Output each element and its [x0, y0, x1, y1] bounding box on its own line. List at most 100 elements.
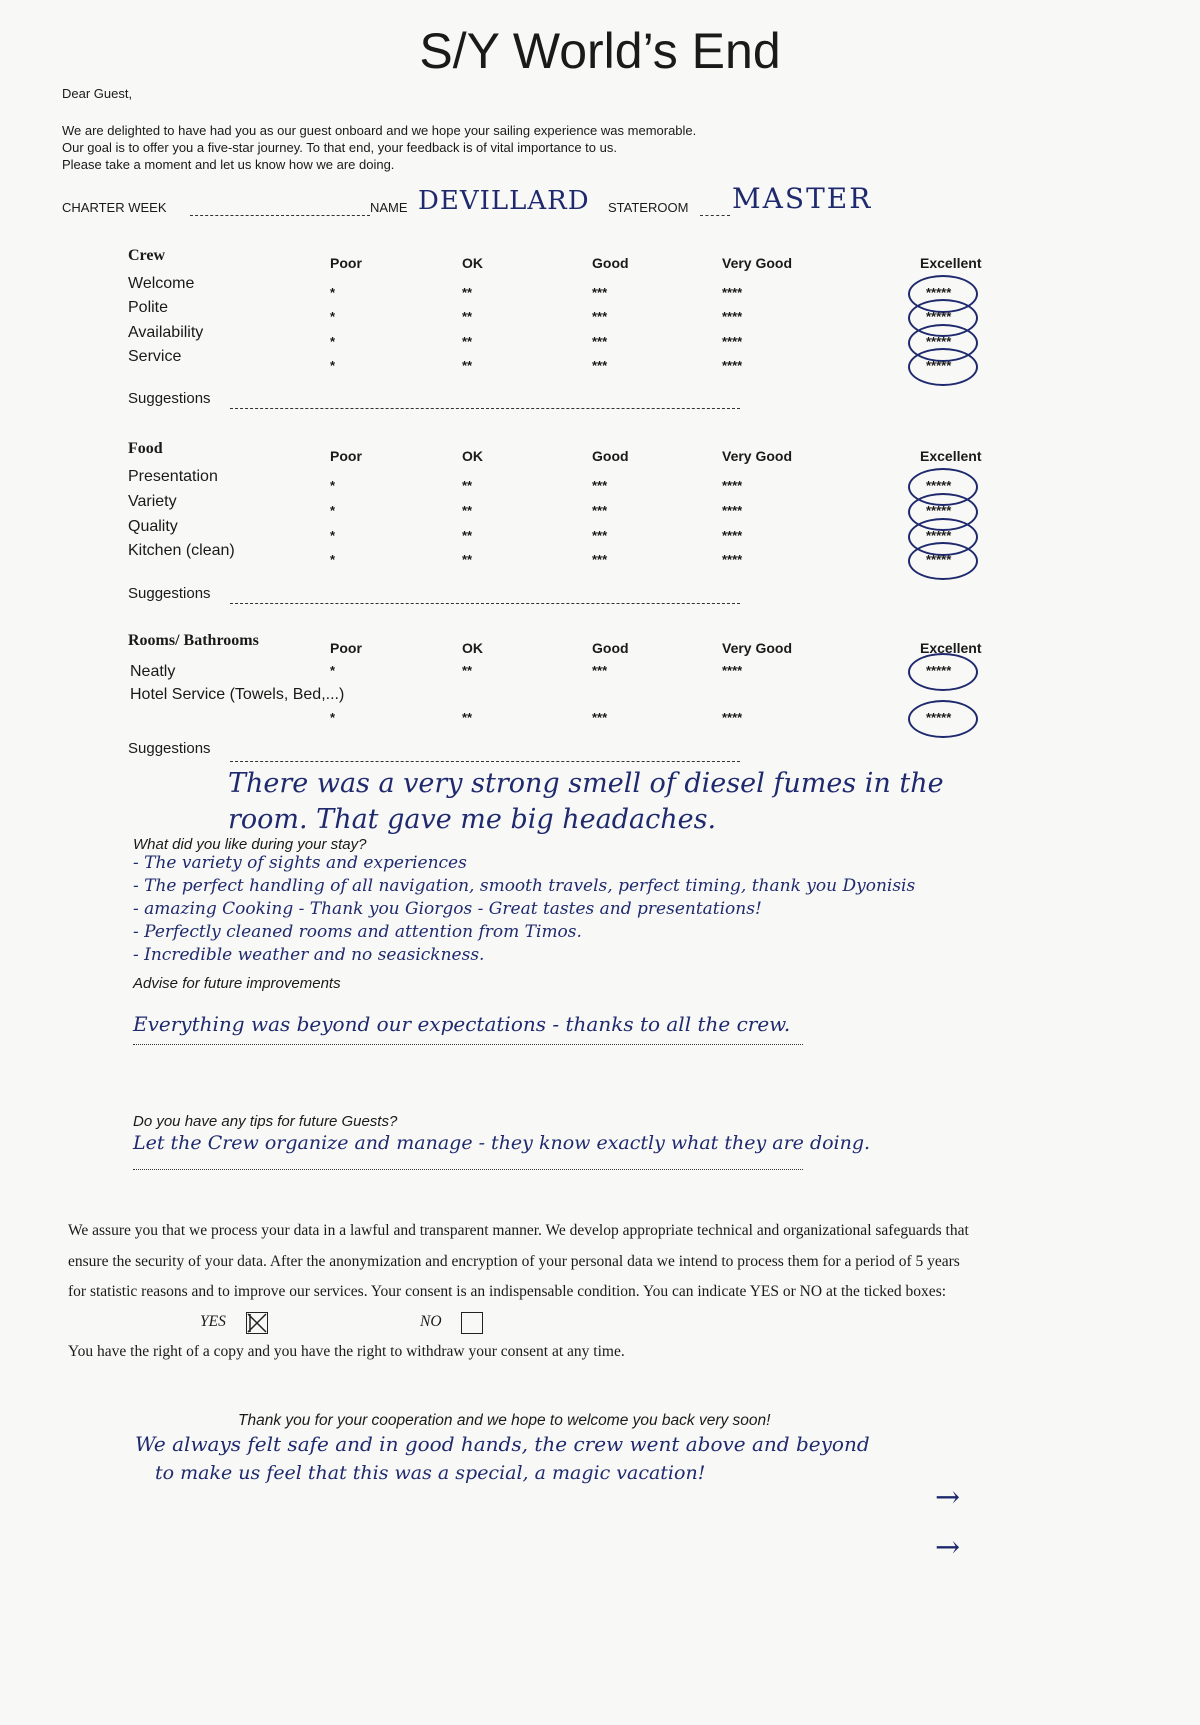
rating-option[interactable]: * [330, 285, 336, 300]
intro-line: We are delighted to have had you as our … [62, 123, 697, 138]
selected-rating-circle [908, 700, 978, 738]
rating-option[interactable]: *** [592, 334, 608, 349]
charter-week-label: CHARTER WEEK [62, 200, 167, 215]
suggestions-label: Suggestions [128, 740, 211, 757]
name-label: NAME [370, 200, 408, 215]
column-header: Poor [330, 640, 362, 656]
rating-item-label: Variety [128, 493, 177, 510]
stateroom-field[interactable]: MASTER [732, 182, 873, 215]
no-checkbox[interactable] [461, 1312, 483, 1334]
charter-week-field[interactable] [190, 214, 370, 216]
liked-label: What did you like during your stay? [133, 836, 367, 853]
liked-answer: - amazing Cooking - Thank you Giorgos - … [133, 899, 762, 919]
intro-line: Our goal is to offer you a five-star jou… [62, 140, 617, 155]
rating-option[interactable]: *** [592, 358, 608, 373]
rating-option[interactable]: ** [462, 334, 473, 349]
rating-option[interactable]: * [330, 478, 336, 493]
name-field[interactable]: DEVILLARD [418, 186, 590, 216]
liked-answer: - Incredible weather and no seasickness. [133, 945, 485, 965]
rating-option[interactable]: **** [722, 358, 743, 373]
suggestions-label: Suggestions [128, 390, 211, 407]
advise-answer[interactable]: Everything was beyond our expectations -… [133, 1012, 791, 1036]
arrow-icon: → [935, 1530, 961, 1565]
closing-note: to make us feel that this was a special,… [155, 1462, 706, 1484]
column-header: Very Good [722, 255, 793, 271]
rating-option[interactable]: *** [592, 552, 608, 567]
rating-option[interactable]: **** [722, 503, 743, 518]
x-mark-icon [247, 1313, 267, 1333]
withdraw-text: You have the right of a copy and you hav… [68, 1343, 625, 1360]
yes-checkbox[interactable] [246, 1312, 268, 1334]
rating-option[interactable]: *** [592, 478, 608, 493]
arrow-icon: → [935, 1480, 961, 1515]
suggestions-field[interactable] [230, 760, 740, 762]
suggestions-label: Suggestions [128, 585, 211, 602]
greeting: Dear Guest, [62, 86, 133, 101]
column-header: Very Good [722, 448, 793, 464]
rating-item-label: Polite [128, 299, 169, 316]
rating-option[interactable]: **** [722, 528, 743, 543]
section-title: Crew [128, 247, 166, 264]
column-header: Excellent [920, 640, 982, 656]
rating-option[interactable]: ** [462, 503, 473, 518]
tips-line [133, 1168, 803, 1170]
rating-option[interactable]: **** [722, 478, 743, 493]
rooms-suggestion-text: There was a very strong smell of diesel … [228, 768, 944, 835]
rating-option[interactable]: ** [462, 663, 473, 678]
privacy-text: for statistic reasons and to improve our… [68, 1283, 947, 1300]
column-header: Good [592, 448, 629, 464]
rating-option[interactable]: * [330, 528, 336, 543]
rating-option[interactable]: *** [592, 309, 608, 324]
rating-option[interactable]: ** [462, 710, 473, 725]
rating-option[interactable]: ** [462, 358, 473, 373]
rating-option[interactable]: * [330, 503, 336, 518]
closing-text: Thank you for your cooperation and we ho… [238, 1412, 771, 1429]
rating-option[interactable]: * [330, 663, 336, 678]
advise-line [133, 1043, 803, 1045]
rating-item-label: Kitchen (clean) [128, 542, 235, 559]
rating-option[interactable]: *** [592, 503, 608, 518]
privacy-text: We assure you that we process your data … [68, 1222, 969, 1239]
rating-option[interactable]: **** [722, 285, 743, 300]
liked-answer: - The perfect handling of all navigation… [133, 876, 916, 896]
suggestions-field[interactable] [230, 602, 740, 604]
rating-option[interactable]: ** [462, 552, 473, 567]
intro-line: Please take a moment and let us know how… [62, 157, 395, 172]
rating-option[interactable]: *** [592, 663, 608, 678]
rating-option[interactable]: ** [462, 478, 473, 493]
rating-option[interactable]: * [330, 358, 336, 373]
suggestions-field[interactable] [230, 407, 740, 409]
column-header: Excellent [920, 448, 982, 464]
column-header: Excellent [920, 255, 982, 271]
section-title: Rooms/ Bathrooms [128, 632, 259, 649]
rating-option[interactable]: **** [722, 334, 743, 349]
advise-label: Advise for future improvements [133, 975, 341, 992]
rating-option[interactable]: *** [592, 528, 608, 543]
rating-option[interactable]: *** [592, 285, 608, 300]
rating-option[interactable]: ** [462, 528, 473, 543]
rating-option[interactable]: ** [462, 309, 473, 324]
liked-answer: - The variety of sights and experiences [133, 853, 467, 873]
rating-option[interactable]: **** [722, 663, 743, 678]
rating-item-label: Availability [128, 324, 204, 341]
column-header: Good [592, 255, 629, 271]
section-title: Food [128, 440, 163, 457]
tips-answer[interactable]: Let the Crew organize and manage - they … [133, 1132, 871, 1154]
column-header: OK [462, 640, 483, 656]
liked-answer: - Perfectly cleaned rooms and attention … [133, 922, 582, 942]
rating-option[interactable]: ** [462, 285, 473, 300]
rating-option[interactable]: * [330, 710, 336, 725]
rating-option[interactable]: **** [722, 309, 743, 324]
closing-note: We always felt safe and in good hands, t… [135, 1432, 870, 1456]
rating-option[interactable]: * [330, 552, 336, 567]
rating-item-label: Service [128, 348, 182, 365]
column-header: OK [462, 255, 483, 271]
rating-option[interactable]: **** [722, 710, 743, 725]
rating-option[interactable]: **** [722, 552, 743, 567]
rating-option[interactable]: *** [592, 710, 608, 725]
rating-option[interactable]: * [330, 309, 336, 324]
tips-label: Do you have any tips for future Guests? [133, 1113, 398, 1130]
rating-item-label: Quality [128, 518, 178, 535]
rating-option[interactable]: * [330, 334, 336, 349]
